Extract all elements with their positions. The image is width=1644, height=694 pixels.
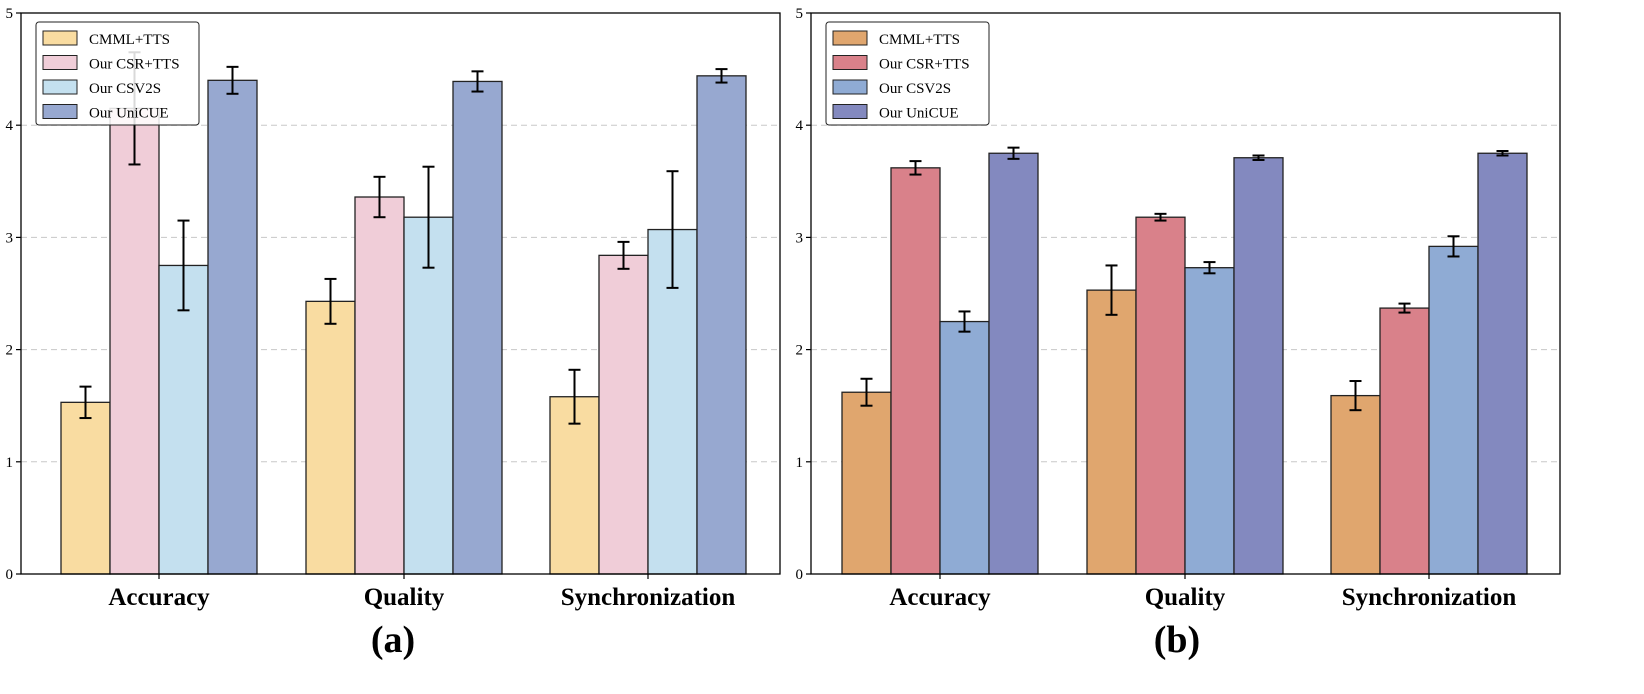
legend-swatch — [42, 55, 78, 70]
legend-box — [35, 21, 200, 126]
error-bar — [1398, 302, 1411, 314]
legend-label: Our CSV2S — [879, 81, 951, 97]
bar — [158, 264, 209, 575]
y-tick-label: 0 — [6, 567, 14, 583]
bar — [60, 401, 111, 575]
legend-swatch — [832, 79, 868, 95]
error-bar — [79, 385, 92, 420]
error-bar — [1349, 380, 1362, 412]
x-tick-label: Accuracy — [108, 584, 210, 611]
x-tick-label: Accuracy — [889, 584, 991, 611]
legend-item: Our CSR+TTS — [42, 55, 180, 73]
error-bar — [422, 165, 435, 269]
legend-item: Our CSV2S — [42, 79, 161, 97]
bar — [696, 75, 747, 575]
bar — [1184, 267, 1235, 575]
error-bar — [1496, 150, 1509, 157]
legend-label: Our UniCUE — [89, 106, 169, 122]
y-tick-label: 5 — [796, 6, 804, 22]
error-bar — [568, 368, 581, 425]
error-bar — [1252, 154, 1265, 161]
error-bar — [1007, 146, 1020, 160]
bar — [1135, 216, 1186, 575]
y-tick-label: 2 — [6, 343, 14, 359]
error-bar — [1203, 261, 1216, 275]
y-tick-label: 5 — [6, 6, 14, 22]
error-bar — [617, 240, 630, 270]
legend-swatch — [42, 104, 78, 119]
bar — [109, 107, 160, 575]
error-bar — [1447, 235, 1460, 258]
legend-swatch — [832, 55, 868, 70]
legend-item: CMML+TTS — [832, 30, 960, 48]
bar — [841, 391, 892, 575]
error-bar — [324, 277, 337, 325]
legend-label: CMML+TTS — [89, 32, 170, 48]
x-tick-label: Synchronization — [561, 584, 736, 611]
plot-frame — [20, 12, 781, 575]
chart-panel-b: 0 1 2 3 4 5 Accuracy Quality Synchronization (b) C… — [796, 6, 1561, 661]
y-tick-label: 4 — [796, 118, 804, 134]
legend-swatch — [832, 30, 868, 46]
legend-item: Our UniCUE — [42, 104, 169, 122]
bar — [403, 216, 454, 575]
panel-label: (b) — [1154, 619, 1200, 661]
bar — [1233, 157, 1284, 575]
legend-item: Our UniCUE — [832, 104, 959, 122]
y-tick-label: 3 — [6, 230, 14, 246]
bar — [354, 196, 405, 575]
legend-swatch — [832, 104, 868, 119]
panel-label: (a) — [371, 619, 415, 661]
bar — [939, 320, 990, 575]
legend-swatch — [42, 30, 78, 46]
y-tick-label: 3 — [796, 230, 804, 246]
error-bar — [177, 219, 190, 312]
error-bar — [860, 377, 873, 407]
y-tick-label: 1 — [6, 455, 14, 471]
error-bar — [909, 160, 922, 176]
error-bar — [471, 70, 484, 93]
legend-swatch — [42, 79, 78, 95]
x-tick-label: Quality — [1145, 584, 1226, 611]
bar — [1428, 245, 1479, 575]
error-bar — [226, 65, 239, 95]
error-bar — [715, 68, 728, 84]
legend-label: Our CSR+TTS — [879, 57, 970, 73]
chart-panel-a: 0 1 2 3 4 5 Accuracy Quality Synchronization (a) C… — [6, 6, 781, 661]
bar — [1477, 152, 1528, 575]
y-tick-label: 1 — [796, 455, 804, 471]
error-bar — [373, 175, 386, 219]
x-tick-label: Synchronization — [1342, 584, 1517, 611]
y-tick-label: 0 — [796, 567, 804, 583]
bar — [207, 79, 258, 575]
legend-box — [825, 21, 990, 126]
legend: CMML+TTS Our CSR+TTS Our CSV2S Our UniCUE — [825, 21, 990, 126]
error-bar — [666, 170, 679, 289]
bar — [598, 254, 649, 575]
legend-label: Our CSV2S — [89, 81, 161, 97]
error-bar — [1105, 264, 1118, 316]
legend-label: Our UniCUE — [879, 106, 959, 122]
legend: CMML+TTS Our CSR+TTS Our CSV2S Our UniCUE — [35, 21, 200, 126]
bar — [452, 80, 503, 575]
bar — [890, 167, 941, 575]
error-bar — [1154, 212, 1167, 222]
bar — [1330, 394, 1381, 575]
legend-item: Our CSR+TTS — [832, 55, 970, 73]
x-tick-label: Quality — [364, 584, 445, 611]
bar — [1086, 289, 1137, 575]
bar — [988, 152, 1039, 575]
legend-label: CMML+TTS — [879, 32, 960, 48]
y-tick-label: 4 — [6, 118, 14, 134]
legend-label: Our CSR+TTS — [89, 57, 180, 73]
legend-item: Our CSV2S — [832, 79, 951, 97]
bar — [305, 300, 356, 575]
legend-item: CMML+TTS — [42, 30, 170, 48]
y-tick-label: 2 — [796, 343, 804, 359]
error-bar — [958, 310, 971, 333]
bar — [1379, 307, 1430, 575]
